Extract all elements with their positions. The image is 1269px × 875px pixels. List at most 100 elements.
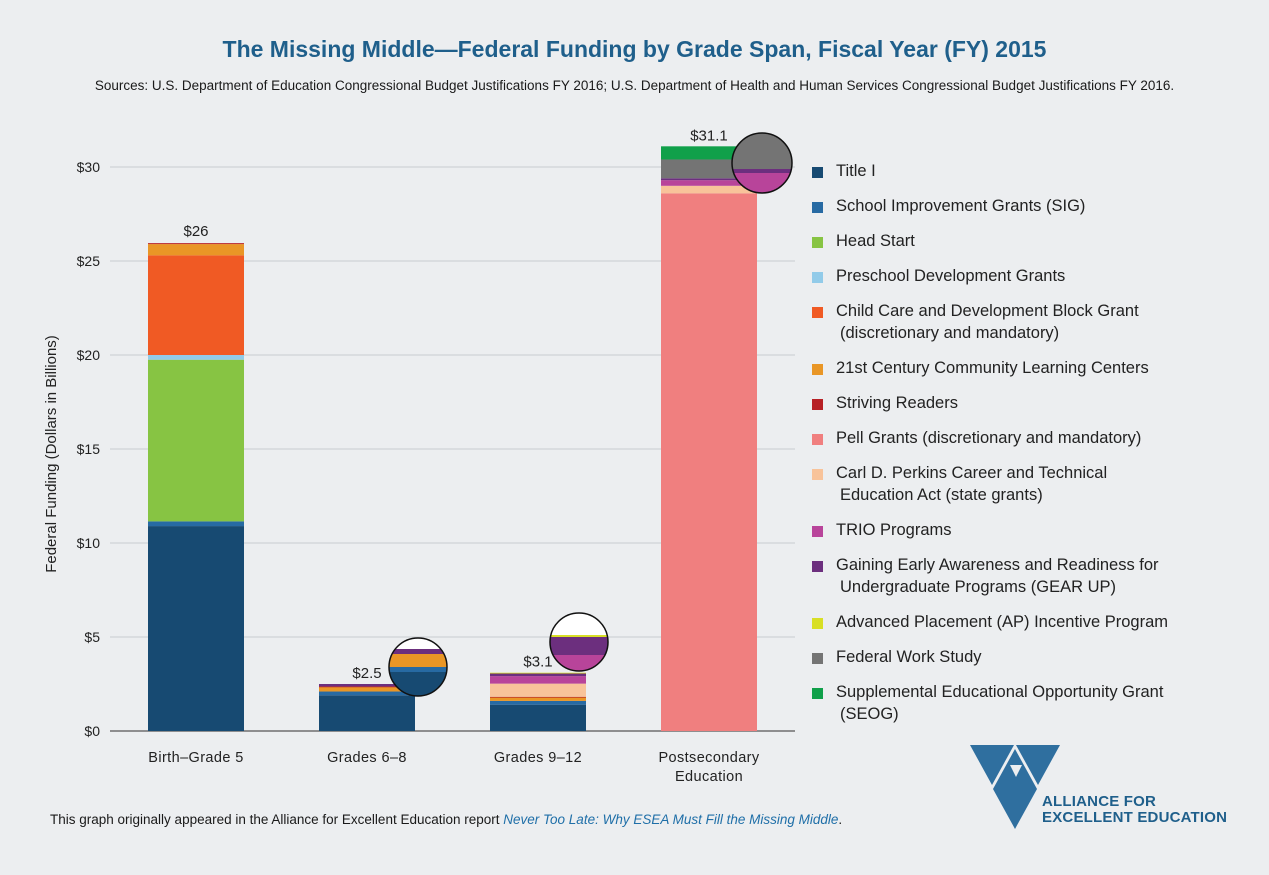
legend-label: Advanced Placement (AP) Incentive Progra… xyxy=(836,613,1168,631)
zoom-segment xyxy=(389,649,447,654)
y-tick-label: $30 xyxy=(77,159,101,175)
zoom-circle-outline xyxy=(549,612,609,672)
legend-swatch xyxy=(812,202,823,213)
bar-segment xyxy=(490,704,586,731)
legend-item: Federal Work Study xyxy=(812,646,1262,668)
legend-label: Undergraduate Programs (GEAR UP) xyxy=(840,578,1117,596)
zoom-circle-outline xyxy=(388,637,448,697)
bar-total-label: $26 xyxy=(183,223,208,240)
zoom-segment xyxy=(732,133,792,169)
logo-text: ALLIANCE FOR EXCELLENT EDUCATION xyxy=(1042,794,1227,826)
bar-total-label: $31.1 xyxy=(690,127,728,144)
chart-subtitle: Sources: U.S. Department of Education Co… xyxy=(94,78,1175,93)
x-tick-label: Birth–Grade 5 xyxy=(148,750,243,766)
zoom-circle-outline xyxy=(731,132,793,194)
bar-segment xyxy=(490,697,586,701)
legend-swatch xyxy=(812,653,823,664)
zoom-segment xyxy=(389,654,447,667)
legend-label: Carl D. Perkins Career and Technical xyxy=(836,464,1108,482)
bar-segment xyxy=(319,686,415,692)
legend-swatch xyxy=(812,237,823,248)
bar-segment xyxy=(319,684,415,687)
y-tick-label: $10 xyxy=(77,535,101,551)
zoom-segment xyxy=(550,635,608,637)
legend-swatch xyxy=(812,399,823,410)
legend-item: Striving Readers xyxy=(812,392,1262,414)
bar-segment xyxy=(148,521,244,527)
bar-total-label: $3.1 xyxy=(523,654,552,671)
legend-swatch xyxy=(812,167,823,178)
y-tick-label: $15 xyxy=(77,441,101,457)
legend-item: Gaining Early Awareness and Readiness fo… xyxy=(812,554,1262,598)
legend-label: School Improvement Grants (SIG) xyxy=(836,197,1086,215)
y-tick-label: $0 xyxy=(84,723,100,739)
legend-swatch xyxy=(812,364,823,375)
bar-total-label: $2.5 xyxy=(352,665,381,682)
legend-swatch xyxy=(812,561,823,572)
legend-label: Child Care and Development Block Grant xyxy=(836,302,1139,320)
x-tick-label: Postsecondary xyxy=(658,750,759,766)
chart-title: The Missing Middle—Federal Funding by Gr… xyxy=(222,36,1047,62)
legend: Title I School Improvement Grants (SIG) He… xyxy=(812,160,1262,725)
legend-item: School Improvement Grants (SIG) xyxy=(812,195,1262,217)
legend-item: Carl D. Perkins Career and Technical Educ… xyxy=(812,462,1262,506)
legend-label: Education Act (state grants) xyxy=(840,486,1043,504)
legend-item: Advanced Placement (AP) Incentive Progra… xyxy=(812,611,1262,633)
y-tick-label: $25 xyxy=(77,253,101,269)
bar-segment xyxy=(148,355,244,360)
legend-label: (discretionary and mandatory) xyxy=(840,324,1060,342)
bar-segment xyxy=(490,672,586,674)
zoom-segment xyxy=(732,173,792,193)
footnote-text: This graph originally appeared in the Al… xyxy=(50,812,504,827)
legend-label: Head Start xyxy=(836,232,915,250)
legend-label: Federal Work Study xyxy=(836,648,982,666)
legend-label: Striving Readers xyxy=(836,394,958,412)
bar-segment xyxy=(148,526,244,731)
bar-segment xyxy=(490,676,586,684)
legend-label: Gaining Early Awareness and Readiness fo… xyxy=(836,556,1159,574)
bar-segment xyxy=(490,696,586,698)
bar-segment xyxy=(661,193,757,731)
footnote: This graph originally appeared in the Al… xyxy=(50,812,842,827)
bar-segment xyxy=(490,700,586,705)
bar-segment xyxy=(148,255,244,355)
footnote-end: . xyxy=(838,812,843,827)
y-axis-label: Federal Funding (Dollars in Billions) xyxy=(43,335,60,573)
legend-label: Pell Grants (discretionary and mandatory… xyxy=(836,429,1142,447)
bar-segment xyxy=(661,180,757,186)
bar-segment xyxy=(148,359,244,522)
bar-segment xyxy=(148,244,244,256)
legend-item: Head Start xyxy=(812,230,1262,252)
bar-segment xyxy=(661,178,757,181)
legend-label: Title I xyxy=(836,162,876,180)
logo-line-2: EXCELLENT EDUCATION xyxy=(1042,809,1228,826)
legend-label: 21st Century Community Learning Centers xyxy=(836,359,1149,377)
bar-segment xyxy=(490,683,586,697)
x-tick-label: Grades 9–12 xyxy=(494,750,582,766)
legend-label: Supplemental Educational Opportunity Gra… xyxy=(836,683,1164,701)
legend-item: Pell Grants (discretionary and mandatory… xyxy=(812,427,1262,449)
legend-item: TRIO Programs xyxy=(812,519,1262,541)
bar-segment xyxy=(661,185,757,194)
x-tick-label: Grades 6–8 xyxy=(327,750,407,766)
legend-label: (SEOG) xyxy=(840,705,899,723)
legend-item: Title I xyxy=(812,160,1262,182)
legend-swatch xyxy=(812,469,823,480)
x-tick-label: Education xyxy=(675,769,743,785)
legend-item: Supplemental Educational Opportunity Gra… xyxy=(812,681,1262,725)
alliance-logo-icon xyxy=(970,745,1060,829)
bar-segment xyxy=(319,686,415,688)
legend-swatch xyxy=(812,434,823,445)
y-tick-label: $5 xyxy=(84,629,100,645)
bar-segment xyxy=(319,691,415,696)
y-tick-label: $20 xyxy=(77,347,101,363)
legend-item: 21st Century Community Learning Centers xyxy=(812,357,1262,379)
legend-label: Preschool Development Grants xyxy=(836,267,1066,285)
report-link[interactable]: Never Too Late: Why ESEA Must Fill the M… xyxy=(503,812,839,827)
zoom-segment xyxy=(550,637,608,655)
legend-swatch xyxy=(812,688,823,699)
bar-segment xyxy=(148,243,244,245)
legend-swatch xyxy=(812,307,823,318)
legend-swatch xyxy=(812,618,823,629)
